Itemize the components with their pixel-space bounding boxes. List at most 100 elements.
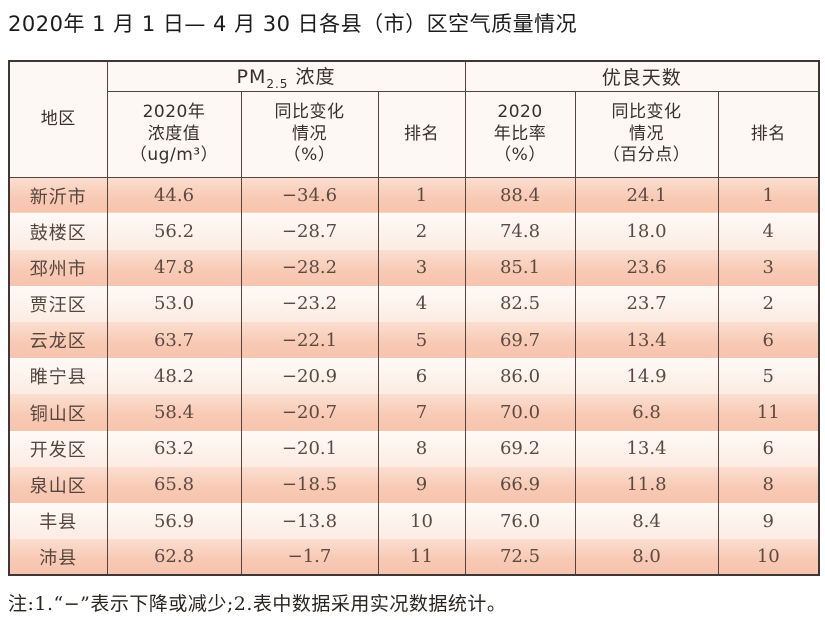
header-pm25-group: PM2.5 浓度 [106, 61, 466, 92]
header-region: 地区 [8, 61, 108, 178]
table-body: 新沂市 44.6 −34.6 1 88.4 24.1 1 鼓楼区 56.2 −2… [8, 177, 820, 576]
cell-ratio-rank: 4 [717, 213, 820, 250]
header-region-label: 地区 [40, 108, 76, 129]
table-row: 开发区 63.2 −20.1 8 69.2 13.4 6 [8, 430, 820, 467]
cell-ratio: 88.4 [464, 177, 576, 214]
cell-pm25-change: −28.2 [240, 249, 379, 286]
cell-ratio-rank: 8 [717, 466, 820, 503]
header-pm25-rank: 排名 [377, 91, 466, 178]
table-header: 地区 PM2.5 浓度 优良天数 2020年 浓度值 （ug/m³） 同比变化 … [8, 61, 820, 178]
table-row: 云龙区 63.7 −22.1 5 69.7 13.4 6 [8, 322, 820, 359]
cell-region: 睢宁县 [8, 358, 108, 395]
cell-ratio-change: 8.0 [574, 539, 719, 576]
cell-pm25: 63.2 [106, 430, 242, 467]
cell-pm25-rank: 9 [377, 466, 466, 503]
cell-pm25: 58.4 [106, 394, 242, 431]
cell-pm25: 63.7 [106, 322, 242, 359]
cell-ratio-change: 23.6 [574, 249, 719, 286]
cell-ratio-change: 14.9 [574, 358, 719, 395]
header-ratio-change: 同比变化 情况 （百分点） [574, 91, 719, 178]
cell-ratio: 76.0 [464, 502, 576, 540]
cell-region: 沛县 [8, 539, 108, 576]
cell-pm25-rank: 1 [377, 177, 466, 214]
header-group-row: 地区 PM2.5 浓度 优良天数 [8, 61, 820, 178]
cell-ratio-change: 13.4 [574, 430, 719, 467]
cell-pm25-change: −34.6 [240, 177, 379, 214]
cell-pm25: 44.6 [106, 177, 242, 214]
cell-pm25-rank: 11 [377, 539, 466, 576]
cell-ratio-change: 8.4 [574, 502, 719, 540]
footnote: 注:1.“−”表示下降或减少;2.表中数据采用实况数据统计。 [8, 593, 507, 615]
cell-ratio: 69.2 [464, 430, 576, 467]
cell-region: 铜山区 [8, 394, 108, 431]
cell-pm25-rank: 2 [377, 213, 466, 250]
cell-ratio-rank: 6 [717, 322, 820, 359]
table-row: 泉山区 65.8 −18.5 9 66.9 11.8 8 [8, 466, 820, 503]
cell-pm25: 47.8 [106, 249, 242, 286]
cell-pm25-rank: 10 [377, 502, 466, 540]
cell-ratio-change: 6.8 [574, 394, 719, 431]
table-row: 新沂市 44.6 −34.6 1 88.4 24.1 1 [8, 177, 820, 214]
cell-ratio: 66.9 [464, 466, 576, 503]
cell-ratio: 74.8 [464, 213, 576, 250]
cell-ratio: 69.7 [464, 322, 576, 359]
cell-pm25: 53.0 [106, 285, 242, 323]
cell-pm25-change: −1.7 [240, 539, 379, 576]
header-pm25-group-label: PM2.5 浓度 [236, 66, 336, 91]
cell-ratio: 70.0 [464, 394, 576, 431]
cell-pm25-rank: 7 [377, 394, 466, 431]
cell-pm25-rank: 8 [377, 430, 466, 467]
cell-ratio-rank: 3 [717, 249, 820, 286]
cell-ratio-rank: 2 [717, 285, 820, 323]
cell-ratio-rank: 9 [717, 502, 820, 540]
air-quality-table: 地区 PM2.5 浓度 优良天数 2020年 浓度值 （ug/m³） 同比变化 … [8, 60, 821, 577]
cell-region: 丰县 [8, 502, 108, 540]
cell-region: 泉山区 [8, 466, 108, 503]
header-good-days-group-label: 优良天数 [601, 66, 682, 89]
cell-ratio-change: 18.0 [574, 213, 719, 250]
cell-pm25-rank: 6 [377, 358, 466, 395]
cell-region: 邳州市 [8, 249, 108, 286]
cell-ratio-change: 24.1 [574, 177, 719, 214]
table-row: 丰县 56.9 −13.8 10 76.0 8.4 9 [8, 502, 820, 540]
cell-pm25-change: −23.2 [240, 285, 379, 323]
cell-pm25: 65.8 [106, 466, 242, 503]
cell-ratio: 82.5 [464, 285, 576, 323]
cell-pm25: 56.9 [106, 502, 242, 540]
cell-pm25: 48.2 [106, 358, 242, 395]
cell-pm25-change: −22.1 [240, 322, 379, 359]
cell-ratio: 86.0 [464, 358, 576, 395]
header-good-days-group: 优良天数 [464, 61, 820, 92]
cell-pm25-change: −20.9 [240, 358, 379, 395]
cell-region: 贾汪区 [8, 285, 108, 323]
table-row: 睢宁县 48.2 −20.9 6 86.0 14.9 5 [8, 358, 820, 395]
cell-ratio-change: 13.4 [574, 322, 719, 359]
cell-ratio-rank: 10 [717, 539, 820, 576]
table-row: 贾汪区 53.0 −23.2 4 82.5 23.7 2 [8, 285, 820, 323]
header-pm25-change: 同比变化 情况 （%） [240, 91, 379, 178]
table-row: 邳州市 47.8 −28.2 3 85.1 23.6 3 [8, 249, 820, 286]
cell-ratio-change: 23.7 [574, 285, 719, 323]
cell-pm25-change: −13.8 [240, 502, 379, 540]
cell-ratio-rank: 11 [717, 394, 820, 431]
cell-region: 新沂市 [8, 177, 108, 214]
cell-ratio-rank: 1 [717, 177, 820, 214]
cell-ratio: 85.1 [464, 249, 576, 286]
cell-region: 开发区 [8, 430, 108, 467]
cell-pm25-change: −28.7 [240, 213, 379, 250]
page-title: 2020年 1 月 1 日— 4 月 30 日各县（市）区空气质量情况 [8, 12, 578, 36]
cell-ratio-rank: 5 [717, 358, 820, 395]
cell-pm25-change: −18.5 [240, 466, 379, 503]
cell-pm25-rank: 3 [377, 249, 466, 286]
table-row: 鼓楼区 56.2 −28.7 2 74.8 18.0 4 [8, 213, 820, 250]
cell-ratio-rank: 6 [717, 430, 820, 467]
header-sub-row: 2020年 浓度值 （ug/m³） 同比变化 情况 （%） 排名 2020 年比… [9, 91, 820, 178]
cell-region: 鼓楼区 [8, 213, 108, 250]
header-pm25-value: 2020年 浓度值 （ug/m³） [106, 91, 242, 178]
cell-pm25: 56.2 [106, 213, 242, 250]
cell-pm25-change: −20.1 [240, 430, 379, 467]
header-ratio: 2020 年比率 （%） [464, 91, 576, 178]
table-row: 铜山区 58.4 −20.7 7 70.0 6.8 11 [8, 394, 820, 431]
header-ratio-rank: 排名 [717, 91, 820, 178]
